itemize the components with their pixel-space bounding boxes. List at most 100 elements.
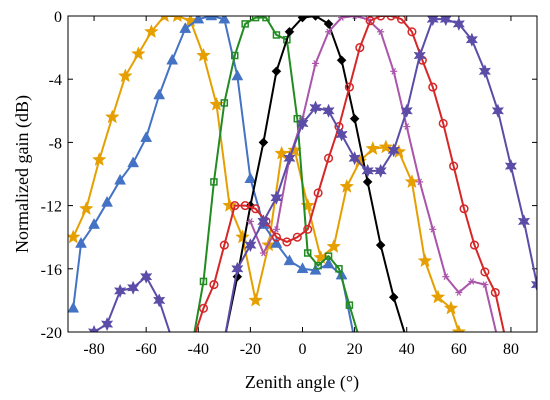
data-point	[336, 55, 347, 66]
data-point	[270, 237, 283, 248]
data-point	[388, 292, 399, 303]
data-point	[426, 16, 439, 27]
data-point	[144, 24, 159, 39]
data-point	[355, 43, 365, 53]
data-point	[491, 103, 505, 118]
data-point	[345, 301, 354, 309]
data-point	[374, 163, 387, 178]
data-point	[322, 257, 335, 269]
data-point	[258, 137, 269, 148]
data-point	[469, 278, 475, 285]
data-point	[326, 28, 331, 36]
data-point	[438, 118, 448, 128]
data-point	[323, 19, 334, 29]
y-tick-label: -8	[49, 135, 62, 152]
data-point	[443, 273, 449, 281]
data-point	[339, 178, 355, 193]
data-point	[400, 103, 413, 118]
x-tick-label: 60	[451, 341, 467, 358]
data-point	[303, 224, 313, 234]
data-point	[335, 265, 343, 273]
data-point	[179, 22, 192, 33]
data-point	[126, 280, 140, 295]
data-point	[283, 254, 296, 266]
data-point	[172, 16, 182, 23]
data-point	[222, 197, 237, 212]
data-point	[261, 249, 266, 257]
series-layer	[68, 16, 537, 332]
data-point	[131, 46, 146, 61]
data-point	[490, 287, 500, 298]
data-point	[209, 280, 219, 290]
x-tick-label: -20	[240, 341, 261, 358]
data-point	[68, 301, 80, 313]
data-point	[296, 262, 309, 274]
data-point	[87, 324, 101, 332]
data-point	[335, 127, 348, 142]
data-point	[101, 195, 114, 207]
data-point	[417, 253, 433, 268]
x-tick-label: -80	[83, 341, 104, 358]
data-point	[376, 16, 386, 21]
x-tick-label: 80	[503, 341, 519, 358]
y-axis-label: Normalized gain (dB)	[12, 95, 33, 253]
data-point	[219, 240, 229, 250]
data-point	[230, 201, 240, 211]
data-point	[68, 229, 81, 244]
data-point	[114, 173, 127, 185]
series-line	[92, 18, 537, 332]
x-tick-label: -60	[136, 341, 157, 358]
plot-frame	[67, 15, 538, 333]
data-point	[159, 16, 169, 23]
data-point	[251, 16, 260, 22]
data-point	[241, 20, 249, 28]
data-point	[244, 237, 257, 253]
data-point	[465, 32, 479, 47]
data-point	[104, 109, 120, 124]
series-line	[224, 16, 406, 332]
data-point	[127, 156, 140, 168]
data-point	[459, 204, 469, 214]
data-point	[205, 16, 218, 21]
data-point	[113, 283, 127, 299]
data-point	[262, 16, 270, 22]
y-tick-label: -12	[41, 199, 62, 216]
series-line	[72, 16, 355, 332]
data-point	[296, 116, 309, 131]
data-point	[365, 16, 375, 26]
data-point	[231, 51, 239, 60]
data-point	[452, 16, 466, 32]
series-5	[194, 16, 506, 332]
data-point	[339, 16, 344, 21]
data-point	[300, 197, 316, 212]
data-point	[407, 27, 417, 37]
series-6	[87, 16, 537, 332]
data-point	[430, 289, 446, 304]
data-point	[396, 16, 407, 24]
data-point	[192, 16, 205, 24]
data-point	[117, 68, 133, 83]
data-point	[449, 161, 459, 171]
data-point	[75, 237, 87, 248]
data-point	[324, 153, 334, 163]
data-point	[439, 16, 452, 27]
data-point	[324, 252, 333, 260]
data-point	[210, 178, 218, 186]
data-point	[271, 232, 281, 242]
data-point	[530, 277, 537, 292]
data-point	[292, 232, 302, 242]
data-point	[140, 131, 153, 142]
data-point	[365, 141, 381, 155]
data-point	[404, 123, 409, 130]
data-point	[153, 293, 166, 308]
data-point	[283, 151, 296, 166]
data-point	[391, 67, 396, 75]
data-point	[284, 26, 295, 37]
series-1	[68, 16, 355, 332]
y-tick-label: -4	[49, 72, 62, 89]
data-point	[375, 240, 386, 250]
data-point	[91, 152, 107, 167]
data-point	[322, 103, 335, 118]
data-point	[282, 237, 292, 247]
series-line	[72, 16, 460, 332]
